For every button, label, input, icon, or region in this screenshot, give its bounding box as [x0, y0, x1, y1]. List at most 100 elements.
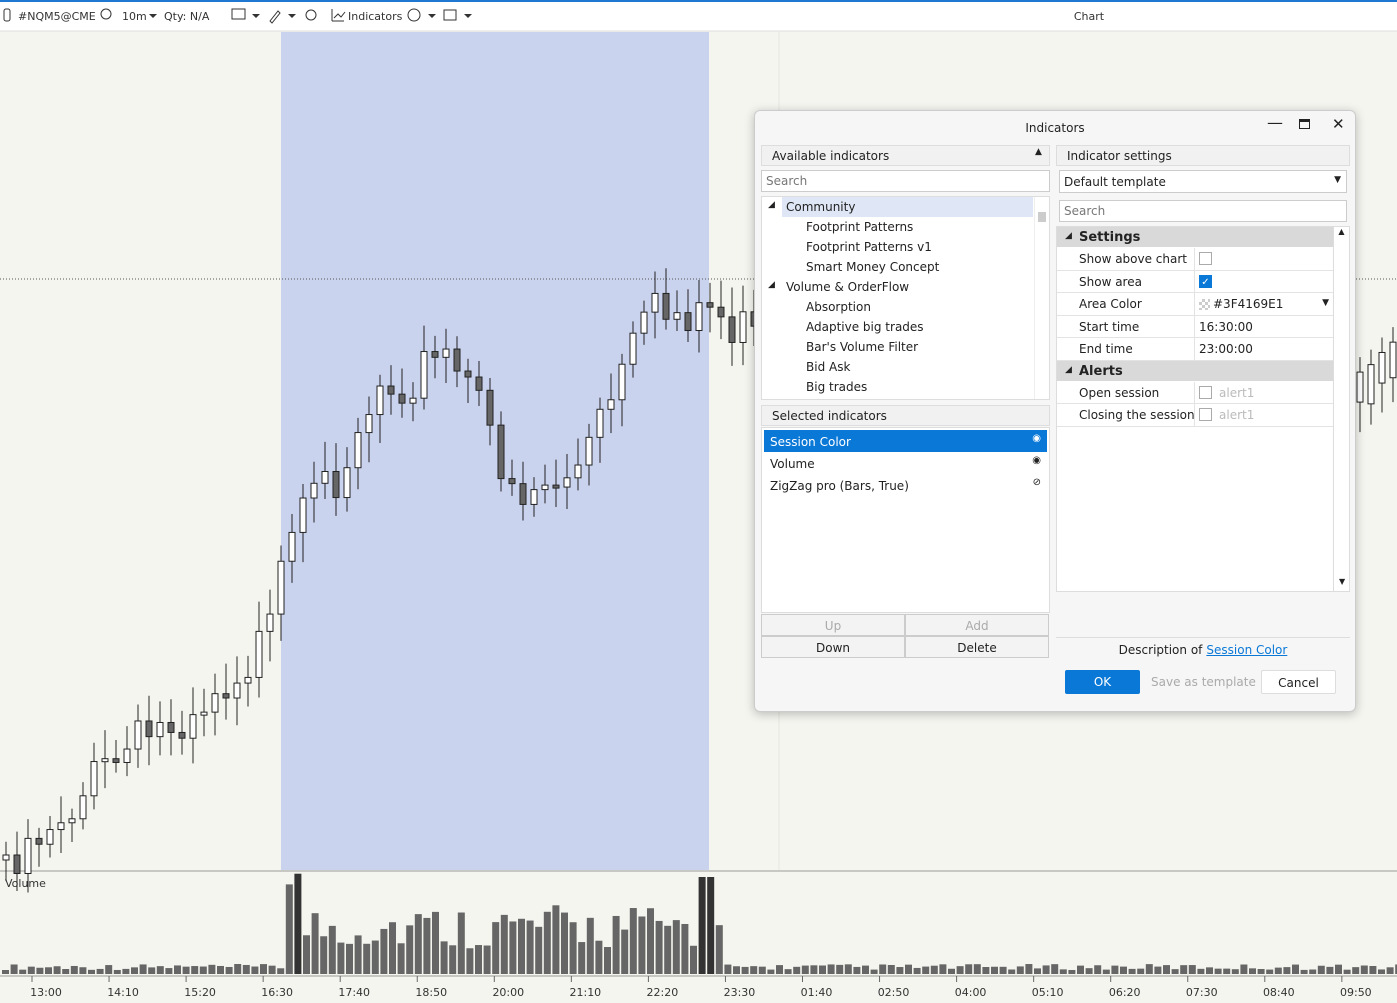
scrollbar[interactable] [1034, 197, 1049, 399]
minimize-button[interactable]: — [1267, 113, 1283, 132]
tree-group[interactable]: Community [786, 200, 856, 214]
group-header[interactable]: Settings [1057, 227, 1333, 247]
candle-body [475, 376, 483, 391]
tree-item[interactable]: Smart Money Concept [806, 260, 940, 274]
icon[interactable] [443, 9, 457, 21]
volume-bar [354, 935, 362, 974]
checkbox[interactable] [1199, 252, 1212, 265]
ok-button[interactable]: OK [1065, 670, 1140, 694]
tree-group[interactable]: Volume & OrderFlow [786, 280, 910, 294]
settings-search[interactable]: Search [1059, 200, 1347, 222]
tree-item[interactable]: Footprint Patterns v1 [806, 240, 932, 254]
candle-body [112, 758, 120, 763]
volume-bar [1094, 965, 1102, 974]
volume-bar [629, 908, 637, 974]
timeframe[interactable]: 10m [122, 10, 147, 23]
candle-body [101, 758, 109, 763]
selected-item[interactable]: Session Color ◉ [764, 430, 1047, 452]
group-arrow[interactable]: ◢ [1065, 231, 1072, 241]
candle-body [431, 351, 439, 358]
maximize-button[interactable] [1299, 119, 1310, 129]
close-button[interactable]: ✕ [1332, 115, 1345, 133]
volume-bar [1163, 965, 1170, 974]
time-label: 18:50 [415, 986, 447, 999]
button[interactable]: Add [905, 614, 1049, 636]
scroll-thumb[interactable] [1038, 212, 1046, 222]
description-link[interactable]: Session Color [1206, 643, 1288, 657]
dropdown-arrow[interactable]: ▼ [1322, 298, 1329, 308]
property-value[interactable]: 23:00:00 [1195, 338, 1333, 361]
button[interactable]: Delete [905, 636, 1049, 658]
time-label: 14:10 [107, 986, 139, 999]
volume-bar [475, 945, 482, 974]
expand-arrow[interactable]: ◢ [768, 200, 775, 210]
property-value[interactable]: alert1 [1195, 382, 1333, 404]
description-prefix: Description of [1118, 643, 1203, 657]
volume-bar [440, 941, 448, 974]
visibility-icon[interactable]: ◉ [1032, 433, 1041, 444]
tree-item[interactable]: Bar's Volume Filter [806, 340, 919, 354]
button[interactable]: Down [761, 636, 905, 658]
candle-body [123, 748, 131, 763]
property-value[interactable]: #3F4169E1 ▼ [1195, 293, 1333, 316]
volume-bar [380, 928, 388, 974]
cancel-button[interactable]: Cancel [1261, 670, 1336, 694]
symbol[interactable]: #NQM5@CME [18, 10, 96, 23]
volume-bar [1274, 967, 1282, 974]
tree-item[interactable]: Adaptive big trades [806, 320, 924, 334]
icon[interactable] [269, 10, 281, 24]
volume-bar [251, 966, 259, 974]
tree-item[interactable]: Bid Ask [806, 360, 851, 374]
selected-item[interactable]: ZigZag pro (Bars, True) ⊘ [770, 477, 1041, 493]
property-value[interactable]: 16:30:00 [1195, 316, 1333, 338]
candle-body [57, 822, 65, 831]
zoom-icon[interactable] [305, 9, 317, 21]
scroll-down[interactable]: ▼ [1339, 577, 1346, 586]
indicators-button[interactable]: Indicators [348, 10, 403, 23]
icon[interactable] [407, 8, 421, 22]
property-value[interactable]: alert1 [1195, 404, 1333, 427]
tree-item[interactable]: Absorption [806, 300, 871, 314]
tree-item[interactable]: Footprint Patterns [806, 220, 914, 234]
volume-bar [862, 965, 869, 974]
tree-item[interactable]: Big trades [806, 380, 868, 394]
time-label: 20:00 [492, 986, 524, 999]
collapse-arrow[interactable]: ▲ [1035, 147, 1042, 157]
search-box[interactable]: Search [761, 170, 1050, 192]
candle-body [486, 389, 494, 426]
candle-body [530, 489, 538, 505]
grid-scrollbar[interactable]: ▲ [1333, 227, 1349, 591]
group-header[interactable]: Alerts [1057, 360, 1333, 381]
property-value[interactable] [1195, 248, 1333, 271]
search-icon[interactable] [100, 8, 112, 20]
candle-body [1367, 364, 1375, 405]
volume-bar [1180, 965, 1188, 974]
expand-arrow[interactable]: ◢ [768, 280, 775, 290]
checkbox[interactable] [1199, 385, 1212, 399]
checkbox[interactable] [1199, 408, 1212, 421]
volume-bar [1326, 966, 1334, 974]
volume-bar [105, 965, 113, 974]
candle-body [563, 477, 571, 488]
save-template-button[interactable]: Save as template [1151, 675, 1256, 689]
volume-bar [139, 964, 147, 974]
volume-bar [199, 966, 207, 974]
selected-item[interactable]: Volume ◉ [770, 455, 1041, 471]
visibility-icon[interactable]: ⊘ [1032, 477, 1041, 488]
template-dropdown[interactable]: Default template ▼ [1059, 170, 1347, 193]
candle-body [739, 311, 747, 343]
volume-bar [277, 968, 285, 974]
available-header[interactable]: Available indicators [761, 145, 1050, 166]
icon[interactable] [231, 8, 246, 20]
volume-bar [896, 967, 904, 974]
button[interactable]: Up [761, 614, 905, 636]
group-arrow[interactable]: ◢ [1065, 364, 1072, 375]
checkbox[interactable]: ✓ [1199, 274, 1212, 288]
volume-bar [1369, 965, 1377, 974]
property-value[interactable]: ✓ [1195, 271, 1333, 293]
volume-bar [294, 873, 302, 974]
volume-bar [45, 967, 52, 974]
volume-bar [1309, 969, 1317, 974]
visibility-icon[interactable]: ◉ [1032, 455, 1041, 466]
